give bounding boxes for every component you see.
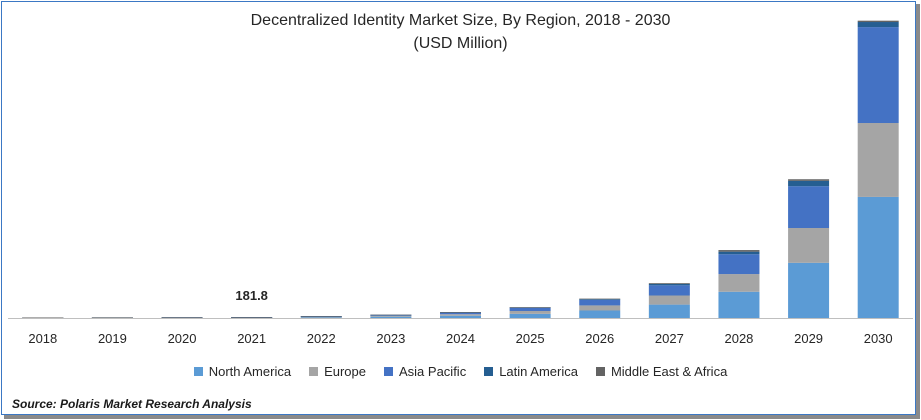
legend-label-asia-pacific: Asia Pacific	[399, 364, 467, 379]
legend-label-europe: Europe	[324, 364, 366, 379]
legend-label-latin-america: Latin America	[499, 364, 578, 379]
data-label-2021: 181.8	[235, 288, 268, 303]
bar-2022-europe	[300, 316, 342, 318]
bar-2024-middle-east-africa	[440, 312, 481, 313]
bar-2022-north-america	[300, 317, 342, 318]
bar-2025-asia-pacific	[509, 307, 551, 311]
x-tick-label-2027: 2027	[655, 331, 684, 346]
x-tick-label-2024: 2024	[446, 331, 475, 346]
x-tick-label-2025: 2025	[516, 331, 545, 346]
frame-shadow-bottom	[4, 415, 920, 419]
x-tick-label-2019: 2019	[98, 331, 127, 346]
chart-frame	[1, 1, 916, 415]
bar-2024-asia-pacific	[440, 312, 481, 315]
bar-2030-asia-pacific	[857, 27, 899, 123]
x-tick-label-2026: 2026	[585, 331, 614, 346]
bar-2027-latin-america	[648, 283, 690, 286]
bar-2028-europe	[718, 274, 760, 292]
bar-2030-middle-east-africa	[857, 20, 899, 23]
legend-item-middle-east-africa: Middle East & Africa	[595, 364, 728, 379]
bar-2029-latin-america	[788, 180, 830, 187]
bar-2030-latin-america	[857, 22, 899, 28]
bar-2023-middle-east-africa	[370, 314, 412, 316]
legend-swatch-asia-pacific	[384, 367, 393, 376]
x-tick-label-2021: 2021	[237, 331, 266, 346]
legend-label-middle-east-africa: Middle East & Africa	[610, 364, 728, 379]
bar-2027-north-america	[648, 304, 690, 318]
frame-shadow-right	[916, 4, 920, 418]
bar-2027-middle-east-africa	[648, 283, 690, 284]
bar-2019-middle-east-africa	[91, 317, 133, 319]
bar-2018-middle-east-africa	[22, 317, 64, 319]
source-note: Source: Polaris Market Research Analysis	[12, 397, 252, 411]
bar-2026-middle-east-africa	[579, 298, 621, 300]
legend-swatch-latin-america	[484, 367, 494, 376]
bar-2022-middle-east-africa	[300, 316, 342, 317]
bar-2029-middle-east-africa	[788, 179, 830, 181]
legend-swatch-north-america	[193, 367, 203, 376]
legend-swatch-middle-east-africa	[595, 367, 605, 376]
bar-2023-north-america	[370, 316, 412, 318]
chart-subtitle: (USD Million)	[413, 35, 508, 52]
legend-item-north-america: North America	[193, 364, 292, 379]
bar-2020-middle-east-africa	[161, 317, 203, 318]
bar-2030-europe	[857, 123, 899, 197]
legend-item-latin-america: Latin America	[484, 364, 578, 379]
bar-2024-europe	[440, 314, 481, 316]
legend-item-asia-pacific: Asia Pacific	[384, 364, 466, 379]
legend-swatch-europe	[309, 367, 319, 376]
bar-2023-asia-pacific	[370, 314, 412, 316]
bar-2023-europe	[370, 315, 412, 317]
chart-title: Decentralized Identity Market Size, By R…	[250, 12, 671, 29]
legend-item-europe: Europe	[309, 364, 366, 379]
x-tick-label-2022: 2022	[307, 331, 336, 346]
chart-legend: North America Europe Asia Pacific Latin …	[0, 364, 921, 379]
bar-2026-asia-pacific	[579, 299, 621, 306]
bar-2028-asia-pacific	[718, 254, 760, 275]
bar-2029-europe	[788, 228, 830, 263]
bar-2026-europe	[579, 305, 621, 311]
bar-2029-north-america	[788, 262, 830, 318]
x-tick-label-2018: 2018	[28, 331, 57, 346]
bar-2026-latin-america	[579, 299, 621, 300]
x-tick-label-2023: 2023	[376, 331, 405, 346]
bar-2030-north-america	[857, 196, 899, 318]
bar-2027-asia-pacific	[648, 285, 690, 296]
x-tick-label-2020: 2020	[168, 331, 197, 346]
bar-2026-north-america	[579, 310, 621, 318]
x-tick-label-2030: 2030	[864, 331, 893, 346]
bar-2029-asia-pacific	[788, 186, 830, 228]
x-tick-label-2029: 2029	[794, 331, 823, 346]
bar-2028-middle-east-africa	[718, 250, 760, 252]
bar-2021-middle-east-africa	[231, 317, 273, 318]
bar-2024-north-america	[440, 315, 481, 318]
bar-2025-north-america	[509, 313, 551, 318]
x-tick-label-2028: 2028	[724, 331, 753, 346]
bar-2025-europe	[509, 310, 551, 314]
bar-2028-north-america	[718, 291, 760, 318]
bar-2027-europe	[648, 295, 690, 305]
legend-label-north-america: North America	[208, 364, 292, 379]
bar-2025-middle-east-africa	[509, 307, 551, 308]
bar-2028-latin-america	[718, 251, 760, 255]
